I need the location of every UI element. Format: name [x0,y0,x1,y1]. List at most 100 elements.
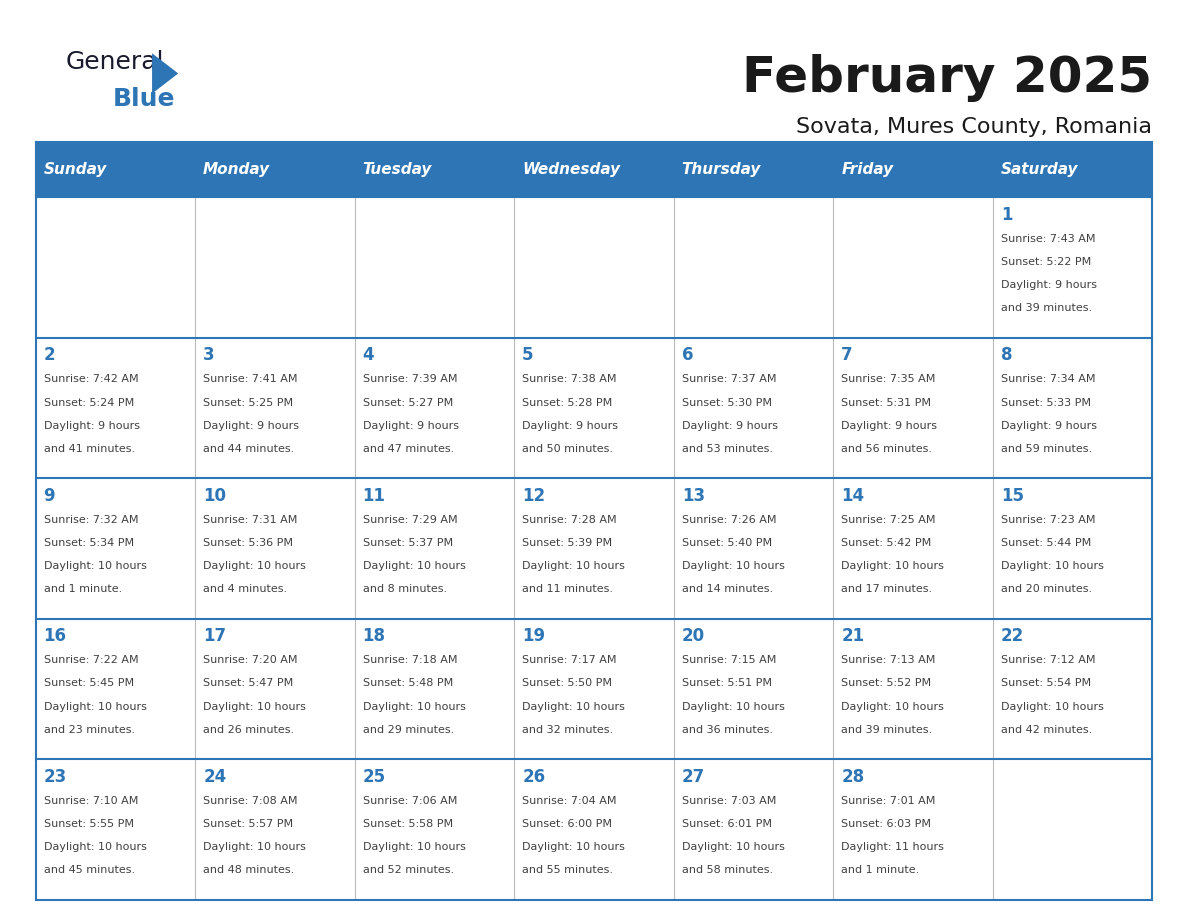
Text: Sunrise: 7:39 AM: Sunrise: 7:39 AM [362,375,457,385]
FancyBboxPatch shape [514,478,674,619]
Text: Sunset: 5:37 PM: Sunset: 5:37 PM [362,538,453,548]
FancyBboxPatch shape [36,619,195,759]
Text: Daylight: 9 hours: Daylight: 9 hours [1000,280,1097,290]
Text: Daylight: 9 hours: Daylight: 9 hours [362,420,459,431]
Text: 18: 18 [362,627,386,645]
Text: 26: 26 [523,767,545,786]
Text: Blue: Blue [113,87,176,111]
Text: Sunrise: 7:03 AM: Sunrise: 7:03 AM [682,796,776,806]
Text: Sunrise: 7:25 AM: Sunrise: 7:25 AM [841,515,936,525]
FancyBboxPatch shape [36,478,195,619]
Text: Sunset: 5:39 PM: Sunset: 5:39 PM [523,538,612,548]
Text: 28: 28 [841,767,865,786]
Text: Daylight: 9 hours: Daylight: 9 hours [523,420,618,431]
Text: 12: 12 [523,487,545,505]
Text: and 8 minutes.: and 8 minutes. [362,585,447,594]
Text: Daylight: 10 hours: Daylight: 10 hours [682,842,784,852]
Text: 6: 6 [682,346,694,364]
FancyBboxPatch shape [833,619,993,759]
Text: Sunrise: 7:10 AM: Sunrise: 7:10 AM [44,796,138,806]
Text: and 39 minutes.: and 39 minutes. [841,725,933,734]
FancyBboxPatch shape [993,197,1152,338]
Text: Sunrise: 7:35 AM: Sunrise: 7:35 AM [841,375,936,385]
Text: Daylight: 10 hours: Daylight: 10 hours [1000,561,1104,571]
Text: Daylight: 10 hours: Daylight: 10 hours [203,701,307,711]
Text: Sunset: 5:42 PM: Sunset: 5:42 PM [841,538,931,548]
Text: Daylight: 10 hours: Daylight: 10 hours [682,701,784,711]
FancyBboxPatch shape [36,338,195,478]
Text: 15: 15 [1000,487,1024,505]
Text: 10: 10 [203,487,226,505]
Text: Sunset: 5:57 PM: Sunset: 5:57 PM [203,819,293,829]
Text: 5: 5 [523,346,533,364]
Text: Sunrise: 7:42 AM: Sunrise: 7:42 AM [44,375,138,385]
Text: and 36 minutes.: and 36 minutes. [682,725,772,734]
Text: Daylight: 10 hours: Daylight: 10 hours [682,561,784,571]
Text: Sunrise: 7:06 AM: Sunrise: 7:06 AM [362,796,457,806]
Text: Sunrise: 7:32 AM: Sunrise: 7:32 AM [44,515,138,525]
Text: Thursday: Thursday [682,162,762,177]
FancyBboxPatch shape [833,142,993,197]
FancyBboxPatch shape [514,197,674,338]
Text: and 55 minutes.: and 55 minutes. [523,866,613,875]
Text: 1: 1 [1000,206,1012,224]
Text: Daylight: 10 hours: Daylight: 10 hours [1000,701,1104,711]
Text: Sunset: 6:00 PM: Sunset: 6:00 PM [523,819,612,829]
FancyBboxPatch shape [195,338,355,478]
FancyBboxPatch shape [355,142,514,197]
Text: Sunset: 5:28 PM: Sunset: 5:28 PM [523,397,613,408]
Text: Sunset: 5:31 PM: Sunset: 5:31 PM [841,397,931,408]
FancyBboxPatch shape [833,759,993,900]
Text: Sunset: 5:27 PM: Sunset: 5:27 PM [362,397,453,408]
FancyBboxPatch shape [993,142,1152,197]
Text: Sunset: 6:01 PM: Sunset: 6:01 PM [682,819,772,829]
FancyBboxPatch shape [514,759,674,900]
FancyBboxPatch shape [36,197,195,338]
Text: Daylight: 10 hours: Daylight: 10 hours [203,842,307,852]
Text: Sunset: 5:40 PM: Sunset: 5:40 PM [682,538,772,548]
Text: Sunset: 6:03 PM: Sunset: 6:03 PM [841,819,931,829]
Text: Sunset: 5:22 PM: Sunset: 5:22 PM [1000,257,1091,267]
Text: and 26 minutes.: and 26 minutes. [203,725,295,734]
FancyBboxPatch shape [674,197,833,338]
Text: Sunrise: 7:38 AM: Sunrise: 7:38 AM [523,375,617,385]
Text: Sovata, Mures County, Romania: Sovata, Mures County, Romania [796,117,1152,137]
Text: Daylight: 10 hours: Daylight: 10 hours [44,842,146,852]
Text: Sunset: 5:25 PM: Sunset: 5:25 PM [203,397,293,408]
Text: General: General [65,50,164,74]
Text: Daylight: 10 hours: Daylight: 10 hours [523,561,625,571]
Text: 16: 16 [44,627,67,645]
Text: Daylight: 9 hours: Daylight: 9 hours [203,420,299,431]
FancyBboxPatch shape [993,759,1152,900]
Text: and 1 minute.: and 1 minute. [841,866,920,875]
Text: 25: 25 [362,767,386,786]
FancyBboxPatch shape [674,619,833,759]
Text: Sunset: 5:54 PM: Sunset: 5:54 PM [1000,678,1091,688]
FancyBboxPatch shape [36,759,195,900]
Text: and 39 minutes.: and 39 minutes. [1000,304,1092,313]
FancyBboxPatch shape [195,142,355,197]
Text: Sunday: Sunday [44,162,107,177]
FancyBboxPatch shape [833,338,993,478]
Text: and 29 minutes.: and 29 minutes. [362,725,454,734]
Text: 2: 2 [44,346,55,364]
Text: Daylight: 9 hours: Daylight: 9 hours [682,420,778,431]
Text: Sunset: 5:33 PM: Sunset: 5:33 PM [1000,397,1091,408]
Text: and 58 minutes.: and 58 minutes. [682,866,773,875]
Text: 24: 24 [203,767,227,786]
Text: Daylight: 11 hours: Daylight: 11 hours [841,842,944,852]
Text: and 23 minutes.: and 23 minutes. [44,725,134,734]
Text: Wednesday: Wednesday [523,162,620,177]
Text: Daylight: 9 hours: Daylight: 9 hours [841,420,937,431]
Text: 9: 9 [44,487,55,505]
Text: and 47 minutes.: and 47 minutes. [362,444,454,453]
Text: 23: 23 [44,767,67,786]
FancyBboxPatch shape [514,619,674,759]
FancyBboxPatch shape [195,478,355,619]
FancyBboxPatch shape [195,619,355,759]
Text: 11: 11 [362,487,386,505]
Text: February 2025: February 2025 [742,54,1152,102]
Text: Sunrise: 7:01 AM: Sunrise: 7:01 AM [841,796,936,806]
Text: Saturday: Saturday [1000,162,1079,177]
Text: 27: 27 [682,767,704,786]
